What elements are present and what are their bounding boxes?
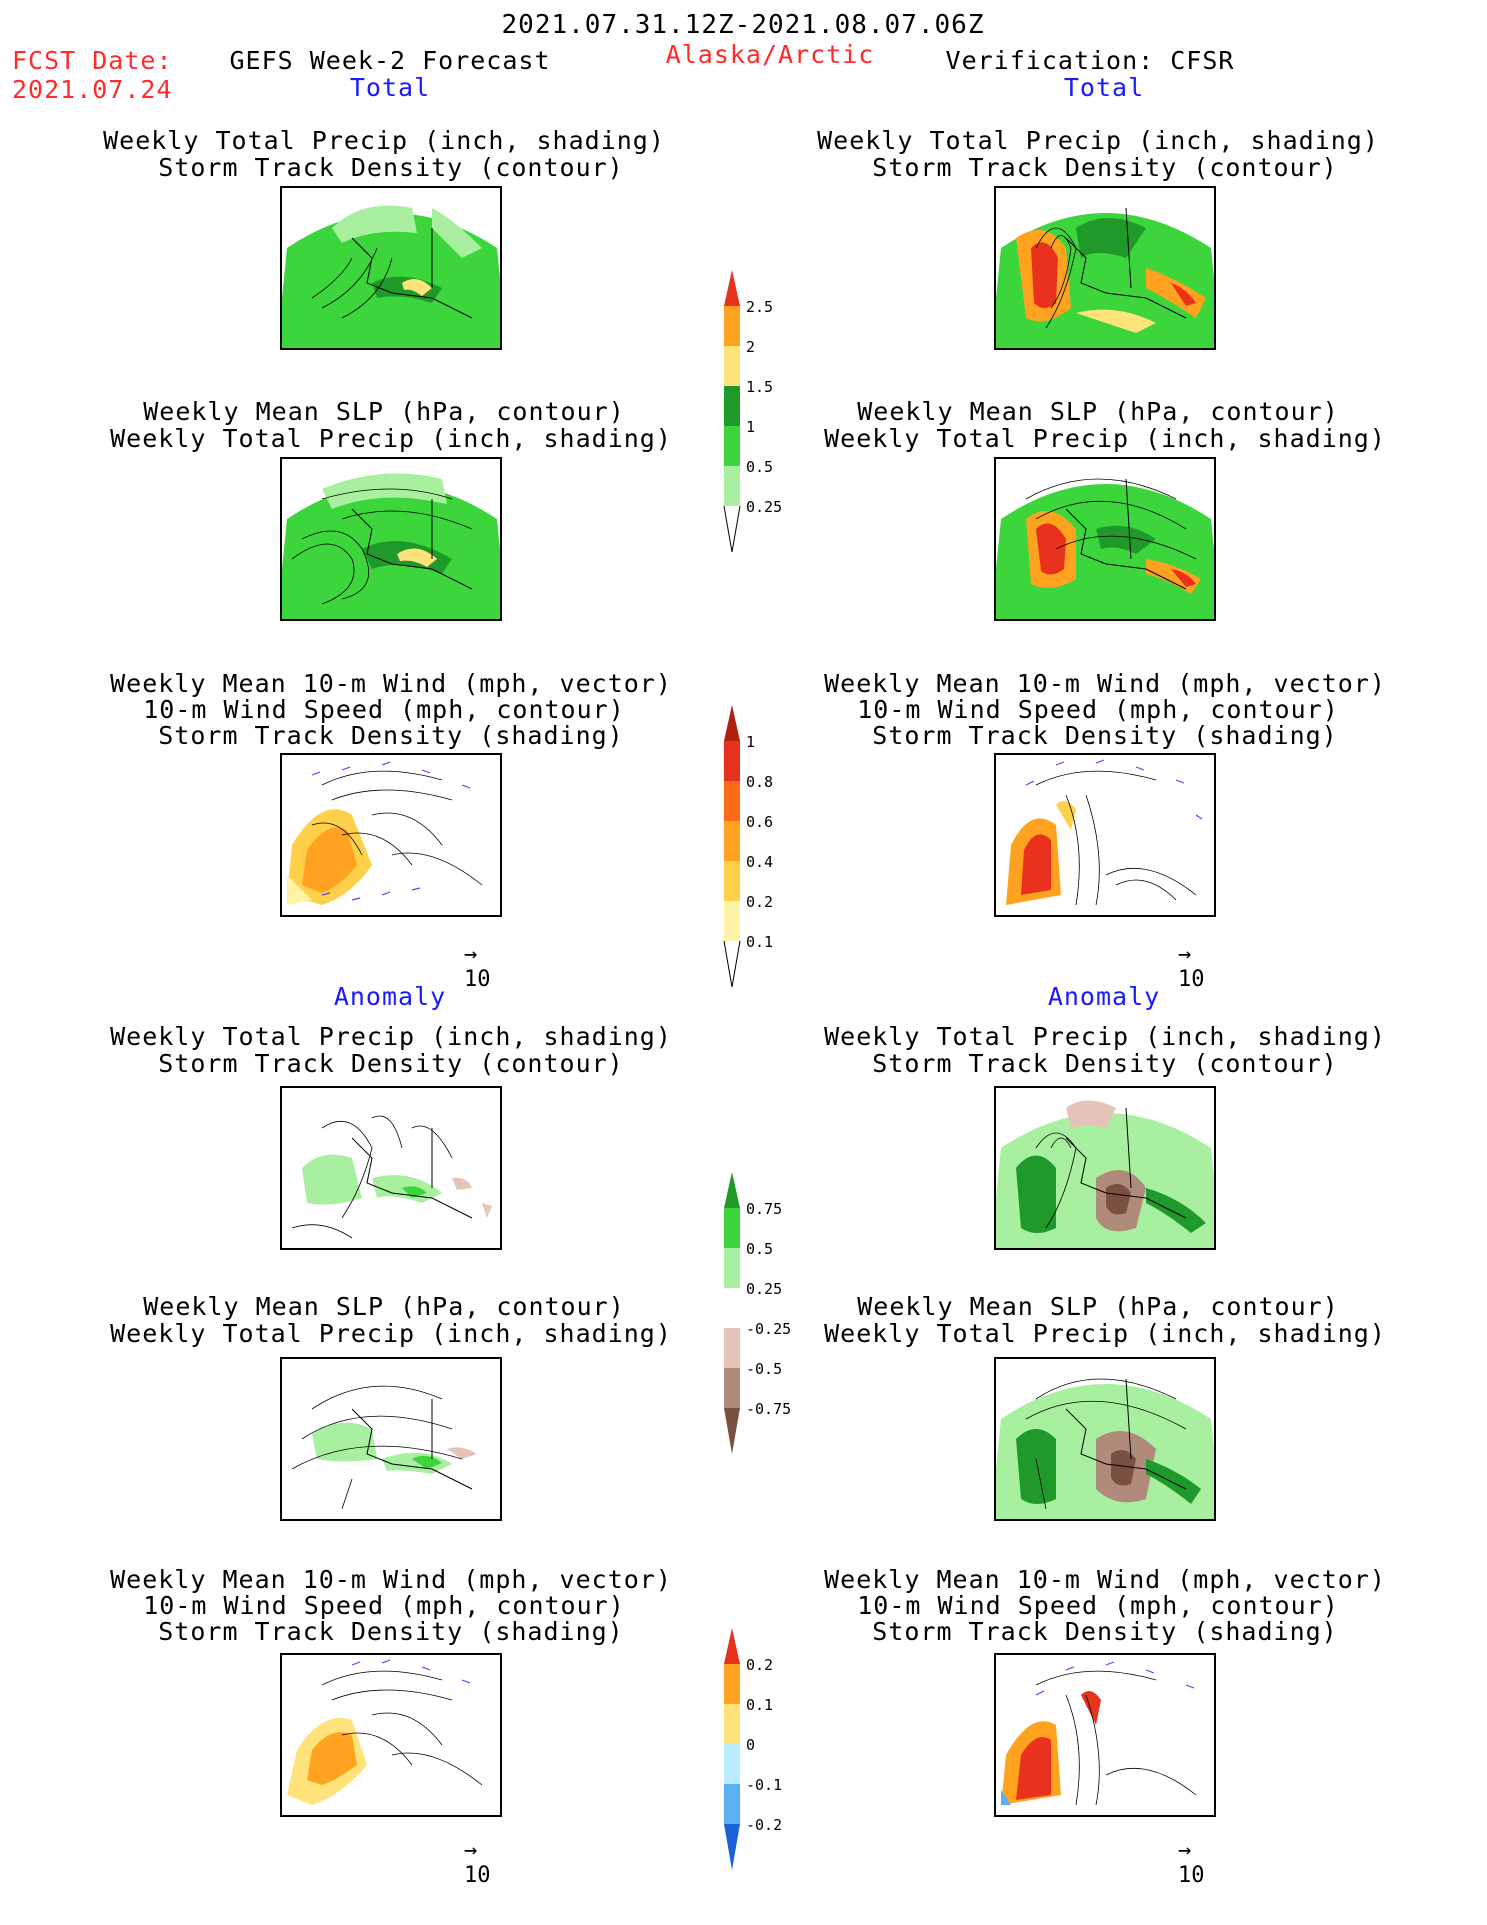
arrow-right-icon: → [1178,1838,1192,1863]
left-anomaly-label: Anomaly [333,982,447,1011]
vector-reference-cfsr-anom: → 10 [1178,1838,1205,1888]
right-total-label: Total [1063,73,1145,102]
map-panel-cfsr-anom-wind [994,1653,1216,1817]
region-title: Alaska/Arctic [665,40,875,69]
map-panel-fcst-anom-precip [280,1086,502,1250]
left-total-label: Total [349,73,431,102]
colorbar-track-total: 1 0.8 0.6 0.4 0.2 0.1 [722,703,773,992]
arrow-right-icon: → [464,1838,478,1863]
map-panel-fcst-total-precip [280,186,502,350]
colorbar-precip-anom-swatches [724,1172,740,1454]
fcst-date-label: FCST Date: [12,46,173,75]
map-panel-cfsr-anom-precip [994,1086,1216,1250]
verification-title: Verification: CFSR [945,46,1235,75]
map-panel-fcst-anom-wind [280,1653,502,1817]
colorbar-track-total-swatches [723,705,741,988]
colorbar-precip-total-swatches [723,270,741,553]
map-panel-cfsr-total-wind [994,753,1216,917]
vector-reference-cfsr-total: → 10 [1178,942,1205,992]
model-title: GEFS Week-2 Forecast [229,46,551,75]
map-panel-fcst-total-wind [280,753,502,917]
map-panel-cfsr-anom-slp [994,1357,1216,1521]
colorbar-track-anom: 0.2 0.1 0 -0.1 -0.2 [722,1626,782,1875]
vector-reference-fcst-anom: → 10 [464,1838,491,1888]
arrow-right-icon: → [1178,942,1192,967]
vector-reference-fcst-total: → 10 [464,942,491,992]
map-panel-fcst-anom-slp [280,1357,502,1521]
map-panel-cfsr-total-precip [994,186,1216,350]
period-title: 2021.07.31.12Z-2021.08.07.06Z [501,10,985,40]
fcst-date-value: 2021.07.24 [12,75,173,104]
right-anomaly-label: Anomaly [1047,982,1161,1011]
map-panel-fcst-total-slp [280,457,502,621]
colorbar-precip-total: 2.5 2 1.5 1 0.5 0.25 [722,268,782,557]
map-panel-cfsr-total-slp [994,457,1216,621]
colorbar-track-anom-swatches [724,1628,740,1870]
colorbar-precip-anom: 0.75 0.5 0.25 -0.25 -0.5 -0.75 [722,1170,791,1459]
arrow-right-icon: → [464,942,478,967]
